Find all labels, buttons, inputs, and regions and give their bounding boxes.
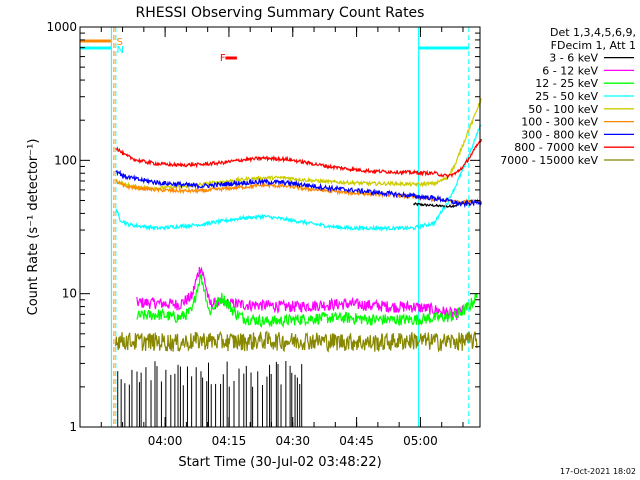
plot-frame bbox=[79, 26, 481, 428]
legend-entry-label: 25 - 50 keV bbox=[535, 90, 598, 103]
legend-header: FDecim 1, Att 1 bbox=[551, 39, 636, 52]
series-line bbox=[136, 266, 465, 320]
axis-layer: 1 10 100 1000 04:00 04:15 04:30 04:45 05:00 bbox=[46, 20, 480, 448]
night-flag-label: N bbox=[116, 45, 123, 56]
y-axis-label: Count Rate (s⁻¹ detector⁻¹) bbox=[26, 139, 41, 316]
legend-entry-label: 50 - 100 keV bbox=[528, 103, 598, 116]
legend-entry-label: 3 - 6 keV bbox=[549, 52, 598, 65]
x-tick-label: 05:00 bbox=[403, 434, 438, 448]
saa-flag-label: S bbox=[116, 37, 122, 48]
chart-title: RHESSI Observing Summary Count Rates bbox=[136, 5, 425, 21]
legend-header: Det 1,3,4,5,6,9, bbox=[550, 26, 636, 39]
flag-layer: SN F bbox=[80, 27, 470, 427]
series-line bbox=[115, 123, 482, 233]
legend: Det 1,3,4,5,6,9,FDecim 1, Att 13 - 6 keV… bbox=[500, 26, 636, 167]
timestamp: 17-Oct-2021 18:02 bbox=[560, 467, 636, 476]
y-tick-label: 10 bbox=[62, 287, 77, 301]
series-line bbox=[115, 330, 478, 353]
x-tick-label: 04:15 bbox=[212, 434, 247, 448]
y-tick-label: 1000 bbox=[46, 20, 77, 34]
series-line bbox=[115, 98, 482, 192]
series-line bbox=[136, 274, 478, 329]
flare-flag-label: F bbox=[220, 53, 226, 64]
legend-entry-label: 6 - 12 keV bbox=[542, 64, 598, 77]
legend-entry-label: 12 - 25 keV bbox=[535, 77, 598, 90]
x-tick-label: 04:00 bbox=[148, 434, 183, 448]
y-tick-label: 100 bbox=[54, 153, 77, 167]
legend-entry-label: 800 - 7000 keV bbox=[514, 141, 598, 154]
x-tick-label: 04:45 bbox=[339, 434, 374, 448]
legend-entry-label: 100 - 300 keV bbox=[521, 116, 598, 129]
series-layer bbox=[115, 98, 482, 427]
series-line bbox=[115, 169, 482, 209]
legend-entry-label: 300 - 800 keV bbox=[521, 128, 598, 141]
legend-entry-label: 7000 - 15000 keV bbox=[500, 154, 598, 167]
x-axis-label: Start Time (30-Jul-02 03:48:22) bbox=[178, 455, 381, 470]
series-line bbox=[115, 138, 482, 180]
y-tick-label: 1 bbox=[69, 420, 77, 434]
x-tick-label: 04:30 bbox=[275, 434, 310, 448]
